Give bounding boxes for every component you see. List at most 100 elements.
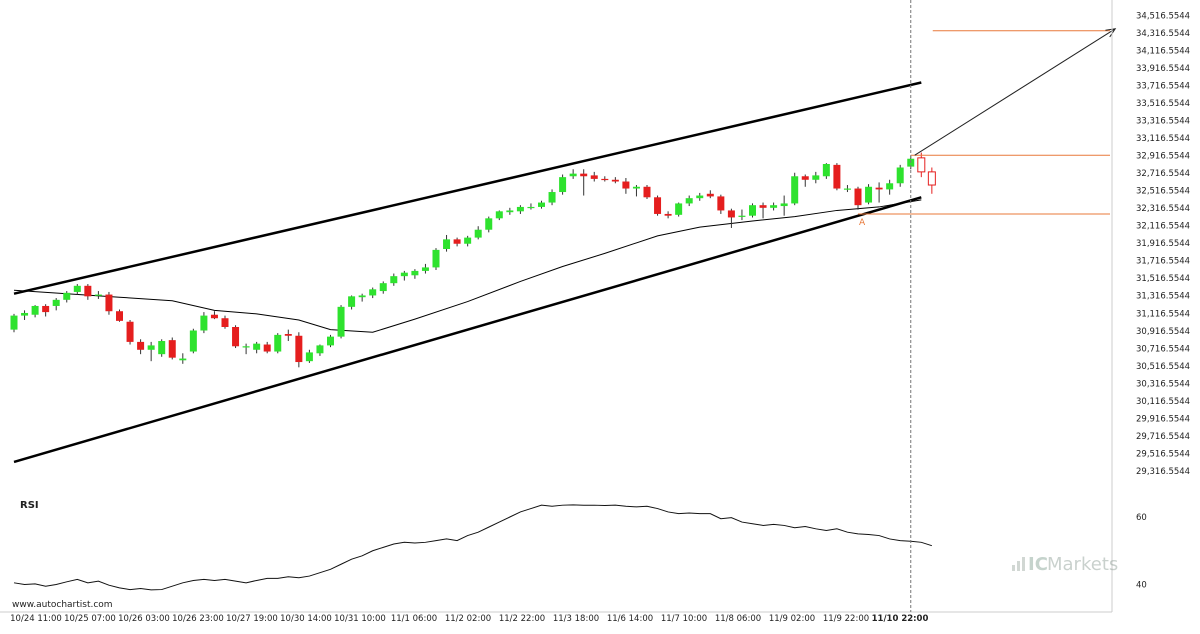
y-tick-label: 31,516.5544 <box>1136 274 1190 284</box>
candle-body <box>727 210 735 218</box>
candle-body <box>632 186 640 189</box>
candle-body <box>358 295 366 298</box>
y-tick-label: 31,316.5544 <box>1136 292 1190 302</box>
candle-body <box>886 183 894 190</box>
candle-body <box>421 267 429 271</box>
candle-body <box>474 229 482 238</box>
candle-body <box>833 164 841 189</box>
candle-body <box>84 285 92 297</box>
candle-body <box>337 306 345 337</box>
candle-body <box>147 345 155 350</box>
price-panel: A <box>10 28 1117 464</box>
rsi-panel: 60 40 <box>13 504 1147 591</box>
candle-body <box>232 326 240 347</box>
source-url[interactable]: www.autochartist.com <box>12 600 113 610</box>
y-tick-label: 33,716.5544 <box>1136 81 1190 91</box>
candle-body <box>390 276 398 284</box>
moving-average-line <box>13 199 922 333</box>
candle-body <box>590 175 598 179</box>
candle-body <box>506 210 514 213</box>
candle-body <box>527 206 535 209</box>
y-tick-label: 29,716.5544 <box>1136 432 1190 442</box>
candle-body <box>685 198 693 204</box>
candle-body <box>675 203 683 215</box>
rsi-tick-label: 40 <box>1136 581 1147 591</box>
candle-body <box>569 173 577 177</box>
candle-body <box>400 272 408 277</box>
candle-body <box>611 179 619 182</box>
candle-body <box>432 249 440 268</box>
candle-body <box>896 167 904 184</box>
candle-body <box>242 346 250 348</box>
candle-body <box>327 336 334 346</box>
y-tick-label: 30,516.5544 <box>1136 362 1190 372</box>
candle-body <box>706 193 714 197</box>
x-tick-label: 10/31 10:00 <box>334 614 386 624</box>
rsi-label: RSI <box>20 500 39 511</box>
x-tick-label: 11/7 10:00 <box>661 614 707 624</box>
x-tick-label: 10/26 23:00 <box>172 614 224 624</box>
candle-body <box>453 239 461 244</box>
y-tick-label: 30,716.5544 <box>1136 344 1190 354</box>
x-tick-label: 11/2 02:00 <box>445 614 491 624</box>
x-tick-label: 11/9 02:00 <box>769 614 815 624</box>
candle-body <box>168 340 176 358</box>
candle-body <box>411 270 419 276</box>
candle-body <box>601 178 609 181</box>
candle-body <box>770 205 778 208</box>
trend-line-upper <box>13 81 922 295</box>
candle-body <box>696 195 704 199</box>
candle-body <box>105 294 113 312</box>
candle-body <box>52 299 60 306</box>
x-tick-label: 10/24 11:00 <box>10 614 62 624</box>
y-tick-label: 30,916.5544 <box>1136 327 1190 337</box>
candle-body <box>443 239 451 249</box>
candle-body <box>158 341 166 355</box>
candle-body <box>822 163 830 177</box>
y-tick-label: 34,316.5544 <box>1136 29 1190 39</box>
brand-suffix: Markets <box>1047 554 1118 575</box>
x-tick-label: 11/6 14:00 <box>607 614 653 624</box>
x-tick-label: 10/26 03:00 <box>118 614 170 624</box>
y-tick-label: 33,116.5544 <box>1136 134 1190 144</box>
candle-body <box>21 312 29 316</box>
trend-line-lower <box>13 196 922 464</box>
x-tick-label: 10/27 19:00 <box>226 614 278 624</box>
candle-body <box>801 176 809 180</box>
y-tick-label: 32,916.5544 <box>1136 152 1190 162</box>
candle-body <box>791 176 799 204</box>
candle-body <box>63 292 71 300</box>
candle-body <box>559 177 567 193</box>
x-tick-label: 11/3 18:00 <box>553 614 599 624</box>
x-tick-label: 10/30 14:00 <box>280 614 332 624</box>
candle-body <box>464 237 472 244</box>
axes: 34,516.5544 34,316.5544 34,116.5544 33,916.… <box>0 0 1190 624</box>
candle-body <box>263 344 271 352</box>
candle-body <box>126 321 134 342</box>
projection-arrow-line <box>914 28 1116 156</box>
candle-body <box>116 311 123 321</box>
candle-body <box>717 196 725 211</box>
candle-body <box>295 335 303 363</box>
candle-body <box>10 315 18 330</box>
candle-body <box>622 181 630 189</box>
candle-body <box>654 197 662 214</box>
candle-body <box>759 205 767 208</box>
candle-body <box>738 215 746 217</box>
rsi-tick-label: 60 <box>1136 513 1147 523</box>
y-tick-label: 32,516.5544 <box>1136 187 1190 197</box>
candle-body <box>516 206 524 212</box>
candle-body <box>284 334 292 336</box>
candle-body <box>221 318 229 327</box>
y-tick-label: 33,516.5544 <box>1136 99 1190 109</box>
y-tick-label: 30,116.5544 <box>1136 397 1190 407</box>
x-tick-label: 11/9 22:00 <box>823 614 869 624</box>
candle-body <box>843 188 851 190</box>
candle-body <box>253 343 261 350</box>
candle-body <box>485 218 493 230</box>
candle-body <box>548 192 556 203</box>
candle-body <box>927 171 936 186</box>
candle-body <box>137 341 145 350</box>
candle-body <box>812 175 820 180</box>
